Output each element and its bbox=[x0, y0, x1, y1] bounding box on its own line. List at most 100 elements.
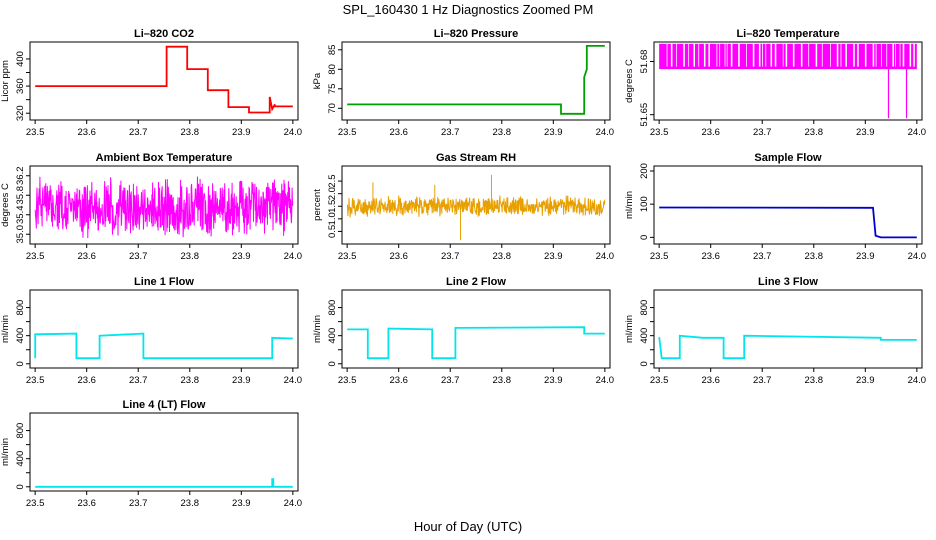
y-axis-label: percent bbox=[312, 189, 323, 221]
y-axis-label: degrees C bbox=[624, 59, 635, 103]
panel-frame bbox=[29, 41, 299, 121]
series-gap bbox=[800, 43, 803, 67]
panel-title: Li–820 Temperature bbox=[736, 28, 839, 40]
series-gap bbox=[724, 43, 726, 67]
series-gap bbox=[762, 43, 763, 67]
x-tick-label: 23.5 bbox=[26, 251, 45, 262]
panel-line2: Line 2 Flow ml/min 23.5 23.6 23.7 23.8 23.9 24.… bbox=[312, 276, 614, 386]
x-tick-label: 23.9 bbox=[856, 127, 875, 138]
series-gap bbox=[864, 43, 867, 67]
x-tick-label: 23.8 bbox=[805, 375, 824, 386]
y-tick-label: 360 bbox=[15, 78, 26, 94]
series-line bbox=[35, 478, 293, 488]
series-gap bbox=[830, 43, 831, 67]
x-tick-label: 24.0 bbox=[284, 251, 303, 262]
y-axis: 70 75 80 85 bbox=[327, 45, 342, 114]
y-tick-label: 36.2 bbox=[15, 167, 26, 186]
y-axis-label: ml/min bbox=[624, 315, 635, 343]
y-tick-label: 85 bbox=[327, 45, 338, 56]
y-tick-label: 0 bbox=[15, 361, 26, 366]
series-gap bbox=[746, 43, 747, 67]
series-gap bbox=[872, 43, 875, 67]
x-tick-label: 23.8 bbox=[805, 127, 824, 138]
panel-title: Sample Flow bbox=[754, 152, 822, 164]
series-line bbox=[35, 45, 293, 114]
y-axis: 320 360 400 bbox=[15, 51, 30, 121]
x-tick-label: 23.5 bbox=[26, 127, 45, 138]
series-gap bbox=[792, 43, 795, 67]
series-gap bbox=[765, 43, 767, 67]
panel-line3: Line 3 Flow ml/min 23.5 23.6 23.7 23.8 23.9 24.… bbox=[624, 276, 926, 386]
panel-co2: Li–820 CO2 Licor ppm 23.5 23.6 23.7 23.8 23.9 2… bbox=[0, 28, 302, 138]
series-gap bbox=[808, 43, 810, 67]
y-axis-label: Licor ppm bbox=[0, 60, 11, 102]
series-gap bbox=[683, 43, 685, 67]
y-tick-label: 1.5 bbox=[327, 200, 338, 213]
panel-frame bbox=[653, 41, 923, 121]
y-axis-label: degrees C bbox=[0, 183, 11, 227]
x-axis: 23.5 23.6 23.7 23.8 23.9 24.0 bbox=[26, 244, 302, 262]
x-tick-label: 23.7 bbox=[129, 498, 148, 509]
series-gap bbox=[719, 43, 721, 67]
x-tick-label: 23.7 bbox=[753, 127, 772, 138]
series-gap bbox=[688, 43, 690, 67]
series-gap bbox=[875, 43, 877, 67]
x-axis: 23.5 23.6 23.7 23.8 23.9 24.0 bbox=[26, 120, 302, 138]
x-tick-label: 23.9 bbox=[544, 375, 563, 386]
x-tick-label: 23.5 bbox=[650, 251, 669, 262]
panel-frame bbox=[29, 165, 299, 245]
plot-area bbox=[347, 45, 605, 115]
plot-area bbox=[34, 176, 294, 239]
x-tick-label: 23.6 bbox=[77, 251, 96, 262]
panel-sample: Sample Flow ml/min 23.5 23.6 23.7 23.8 23.9 24.… bbox=[624, 152, 926, 262]
y-tick-label: 35.0 bbox=[15, 225, 26, 244]
x-tick-label: 23.9 bbox=[544, 127, 563, 138]
series-gap bbox=[909, 43, 912, 67]
x-tick-label: 24.0 bbox=[908, 127, 927, 138]
y-tick-label: 320 bbox=[15, 105, 26, 121]
series-gap bbox=[853, 43, 855, 67]
y-tick-label: 80 bbox=[327, 64, 338, 75]
series-gap bbox=[676, 43, 678, 67]
x-tick-label: 24.0 bbox=[596, 127, 615, 138]
x-tick-label: 23.9 bbox=[232, 127, 251, 138]
plot-area bbox=[347, 326, 605, 360]
panel-frame bbox=[653, 289, 923, 369]
x-tick-label: 23.5 bbox=[338, 251, 357, 262]
y-tick-label: 2.0 bbox=[327, 187, 338, 200]
series-line bbox=[34, 332, 293, 360]
x-tick-label: 23.6 bbox=[389, 251, 408, 262]
x-tick-label: 23.9 bbox=[544, 251, 563, 262]
y-tick-label: 800 bbox=[639, 300, 650, 316]
x-tick-label: 23.9 bbox=[232, 251, 251, 262]
series-gap bbox=[738, 43, 740, 67]
y-tick-label: 400 bbox=[15, 328, 26, 344]
y-axis: 0 400 800 bbox=[15, 423, 30, 489]
x-tick-label: 23.8 bbox=[181, 498, 200, 509]
x-tick-label: 23.5 bbox=[26, 375, 45, 386]
x-tick-label: 24.0 bbox=[596, 375, 615, 386]
series-gap bbox=[815, 43, 818, 67]
panel-title: Line 3 Flow bbox=[758, 276, 818, 288]
panel-rh: Gas Stream RH percent 23.5 23.6 23.7 23.8 23.9… bbox=[312, 152, 614, 262]
x-tick-label: 23.5 bbox=[26, 498, 45, 509]
y-tick-label: 400 bbox=[327, 328, 338, 344]
x-axis: 23.5 23.6 23.7 23.8 23.9 24.0 bbox=[650, 244, 926, 262]
series-gap bbox=[670, 43, 673, 67]
series-gap bbox=[752, 43, 755, 67]
x-tick-label: 23.5 bbox=[338, 127, 357, 138]
x-tick-label: 23.6 bbox=[77, 375, 96, 386]
series-gap bbox=[770, 43, 773, 67]
series-line bbox=[34, 176, 294, 239]
panel-title: Li–820 Pressure bbox=[434, 28, 518, 40]
y-tick-label: 75 bbox=[327, 84, 338, 95]
series-gap bbox=[886, 43, 888, 67]
y-tick-label: 0 bbox=[327, 361, 338, 366]
x-tick-label: 23.7 bbox=[441, 375, 460, 386]
plot-area bbox=[35, 45, 293, 114]
x-axis: 23.5 23.6 23.7 23.8 23.9 24.0 bbox=[650, 120, 926, 138]
panel-title: Li–820 CO2 bbox=[134, 28, 194, 40]
